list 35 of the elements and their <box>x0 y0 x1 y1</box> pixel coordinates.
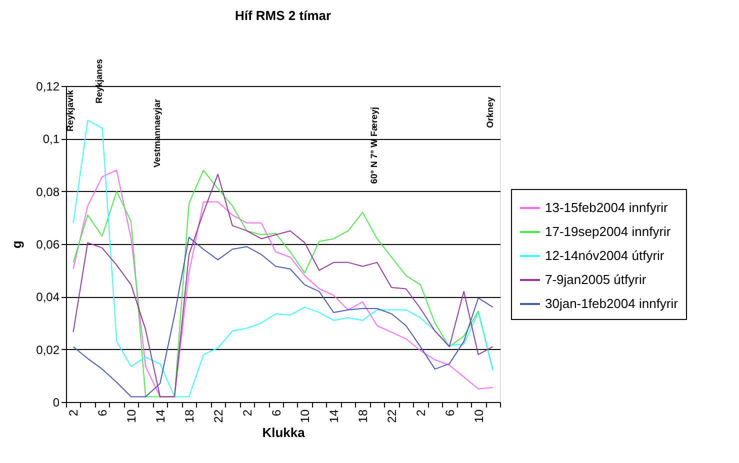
x-tick-label: 10 <box>472 409 486 423</box>
y-tick-label: 0,1 <box>42 132 60 146</box>
x-tick-label: 6 <box>442 409 457 416</box>
x-tick-label: 6 <box>96 409 110 416</box>
x-tick-label: 22 <box>211 409 226 423</box>
annotation: Reykjavik <box>65 89 76 132</box>
y-tick-label: 0,04 <box>36 290 60 304</box>
x-tick-label: 2 <box>240 409 254 416</box>
annotation: Vestmannaeyjar <box>152 98 162 168</box>
legend-label: 7-9jan2005 útfyrir <box>545 272 647 287</box>
chart-title: Híf RMS 2 tímar <box>234 8 332 23</box>
legend-label: 17-19sep2004 innfyrir <box>545 224 672 239</box>
y-tick-label: 0,08 <box>36 184 60 199</box>
legend-label: 30jan-1feb2004 innfyrir <box>545 296 679 311</box>
y-tick-label: 0 <box>52 396 60 410</box>
x-tick-label: 14 <box>154 409 168 423</box>
x-tick-label: 10 <box>298 409 312 423</box>
y-tick-label: 0,06 <box>36 238 60 252</box>
annotation: Orkney <box>484 97 495 128</box>
y-tick-label: 0,02 <box>36 342 60 357</box>
y-tick-label: 0,12 <box>36 80 60 94</box>
x-tick-label: 18 <box>182 409 196 423</box>
x-tick-label: 18 <box>356 409 370 423</box>
legend-label: 13-15feb2004 innfyrir <box>545 200 669 215</box>
x-tick-label: 22 <box>385 409 399 423</box>
x-tick-label: 10 <box>124 409 139 423</box>
x-tick-label: 14 <box>327 409 342 423</box>
annotation: Reykjanes <box>94 59 104 104</box>
x-tick-label: 2 <box>66 409 81 416</box>
legend-label: 12-14nóv2004 útfyrir <box>545 248 665 263</box>
y-axis-title: g <box>9 240 24 248</box>
x-axis-title: Klukka <box>262 424 306 440</box>
line-series <box>72 236 494 398</box>
x-tick-label: 2 <box>414 409 428 416</box>
x-tick-label: 6 <box>269 409 284 416</box>
